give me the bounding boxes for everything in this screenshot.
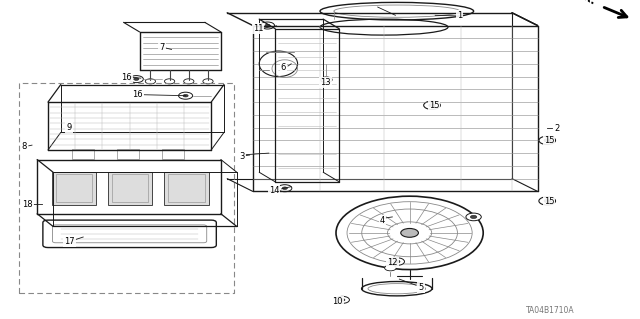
Circle shape: [335, 296, 349, 303]
Circle shape: [203, 79, 213, 84]
FancyBboxPatch shape: [164, 172, 209, 205]
Circle shape: [145, 79, 156, 84]
Text: 6: 6: [281, 63, 286, 72]
Ellipse shape: [336, 196, 483, 270]
Text: 15: 15: [544, 197, 554, 206]
Text: 14: 14: [269, 186, 279, 195]
Text: 11: 11: [253, 24, 263, 33]
FancyBboxPatch shape: [108, 172, 152, 205]
Circle shape: [265, 24, 270, 27]
Circle shape: [129, 76, 143, 83]
Text: 16: 16: [132, 90, 143, 99]
Text: 10: 10: [332, 297, 342, 306]
Text: 12: 12: [387, 258, 397, 267]
Circle shape: [321, 77, 332, 83]
Circle shape: [424, 101, 440, 109]
Circle shape: [544, 139, 550, 142]
Circle shape: [429, 104, 435, 107]
Text: 4: 4: [380, 216, 385, 225]
Circle shape: [278, 185, 292, 192]
Text: 3: 3: [239, 152, 244, 161]
Circle shape: [183, 94, 188, 97]
Text: 18: 18: [22, 200, 33, 209]
Circle shape: [282, 187, 287, 189]
Text: FR.: FR.: [575, 0, 596, 7]
Text: 15: 15: [544, 137, 554, 145]
Circle shape: [179, 92, 193, 99]
Text: 15: 15: [429, 101, 439, 110]
Text: 8: 8: [22, 142, 27, 151]
Circle shape: [539, 197, 556, 205]
Circle shape: [385, 265, 396, 271]
Text: 7: 7: [159, 43, 164, 52]
Text: 17: 17: [64, 237, 74, 246]
Text: 2: 2: [554, 124, 559, 133]
Circle shape: [401, 228, 419, 237]
Circle shape: [544, 199, 550, 203]
Circle shape: [466, 213, 481, 221]
Text: 13: 13: [320, 78, 330, 87]
Circle shape: [470, 215, 477, 219]
Circle shape: [539, 136, 556, 145]
Circle shape: [340, 299, 345, 301]
Text: 16: 16: [122, 73, 132, 82]
Circle shape: [134, 78, 139, 80]
FancyBboxPatch shape: [52, 172, 96, 205]
Circle shape: [184, 79, 194, 84]
Circle shape: [164, 79, 175, 84]
Text: 9: 9: [67, 123, 72, 132]
Circle shape: [394, 260, 400, 263]
Circle shape: [260, 22, 275, 29]
Text: 1: 1: [457, 11, 462, 20]
Circle shape: [389, 258, 404, 265]
Text: 5: 5: [419, 283, 424, 292]
Text: TA04B1710A: TA04B1710A: [526, 306, 575, 315]
